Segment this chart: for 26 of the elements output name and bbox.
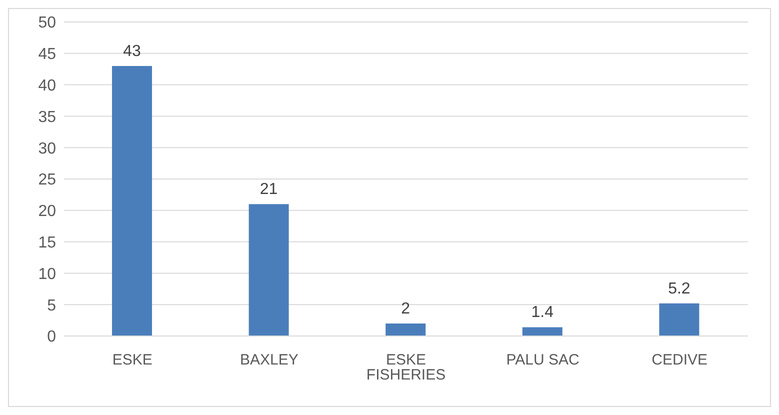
y-tick-label: 45 bbox=[38, 46, 56, 64]
y-tick-label: 50 bbox=[38, 14, 56, 32]
data-label: 2 bbox=[401, 300, 410, 318]
bar bbox=[386, 323, 426, 336]
y-tick-label: 20 bbox=[38, 203, 56, 220]
bar bbox=[659, 303, 700, 336]
y-tick-label: 30 bbox=[38, 140, 56, 158]
bar bbox=[112, 66, 152, 336]
x-tick-label: ESKE bbox=[112, 352, 152, 369]
y-tick-label: 0 bbox=[47, 328, 56, 346]
data-label: 5.2 bbox=[668, 280, 690, 298]
data-label: 43 bbox=[123, 42, 141, 60]
y-tick-label: 35 bbox=[38, 108, 56, 126]
y-tick-label: 40 bbox=[38, 77, 56, 94]
data-label: 1.4 bbox=[531, 304, 554, 322]
data-label: 21 bbox=[260, 181, 278, 198]
y-tick-label: 10 bbox=[38, 266, 56, 283]
y-tick-label: 5 bbox=[47, 297, 56, 314]
y-tick-label: 25 bbox=[38, 172, 56, 189]
y-tick-label: 15 bbox=[38, 234, 56, 252]
x-tick-label: ESKE FISHERIES bbox=[366, 352, 446, 384]
bar bbox=[248, 204, 289, 336]
x-tick-label: CEDIVE bbox=[652, 352, 708, 369]
x-tick-label: BAXLEY bbox=[240, 352, 298, 369]
x-tick-label: PALU SAC bbox=[506, 352, 580, 369]
bar bbox=[522, 327, 562, 336]
